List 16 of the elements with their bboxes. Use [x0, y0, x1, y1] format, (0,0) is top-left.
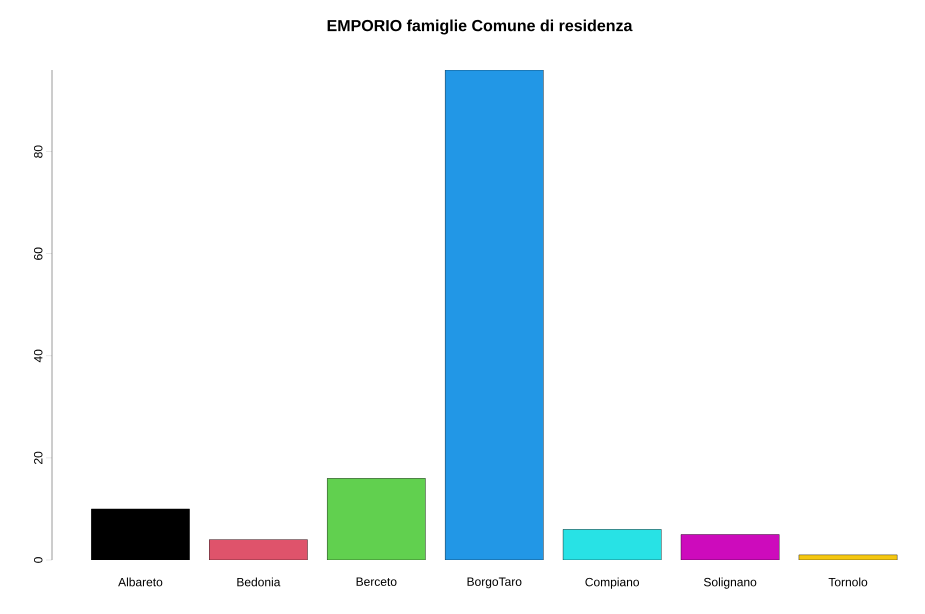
x-tick-label: Compiano	[585, 578, 640, 589]
x-tick-label: BorgoTaro	[468, 578, 522, 588]
bar	[209, 539, 308, 560]
x-tick-label: Albareto	[118, 578, 162, 586]
y-tick-label: 20	[34, 452, 42, 464]
bar	[444, 70, 544, 560]
y-tick-label: 60	[34, 248, 42, 260]
x-tick-label: Tornolo	[828, 578, 868, 586]
y-tick-label: 80	[34, 145, 42, 158]
chart-title: EMPORIO famiglie Comune di residenza	[328, 19, 633, 34]
x-tick-label: Berceto	[356, 578, 396, 586]
y-tick-label: 40	[34, 350, 42, 362]
y-tick-label: 0	[34, 557, 42, 563]
x-tick-label: Bedonia	[237, 578, 280, 586]
x-tick-label: Solignano	[704, 578, 756, 589]
bar	[680, 534, 780, 560]
